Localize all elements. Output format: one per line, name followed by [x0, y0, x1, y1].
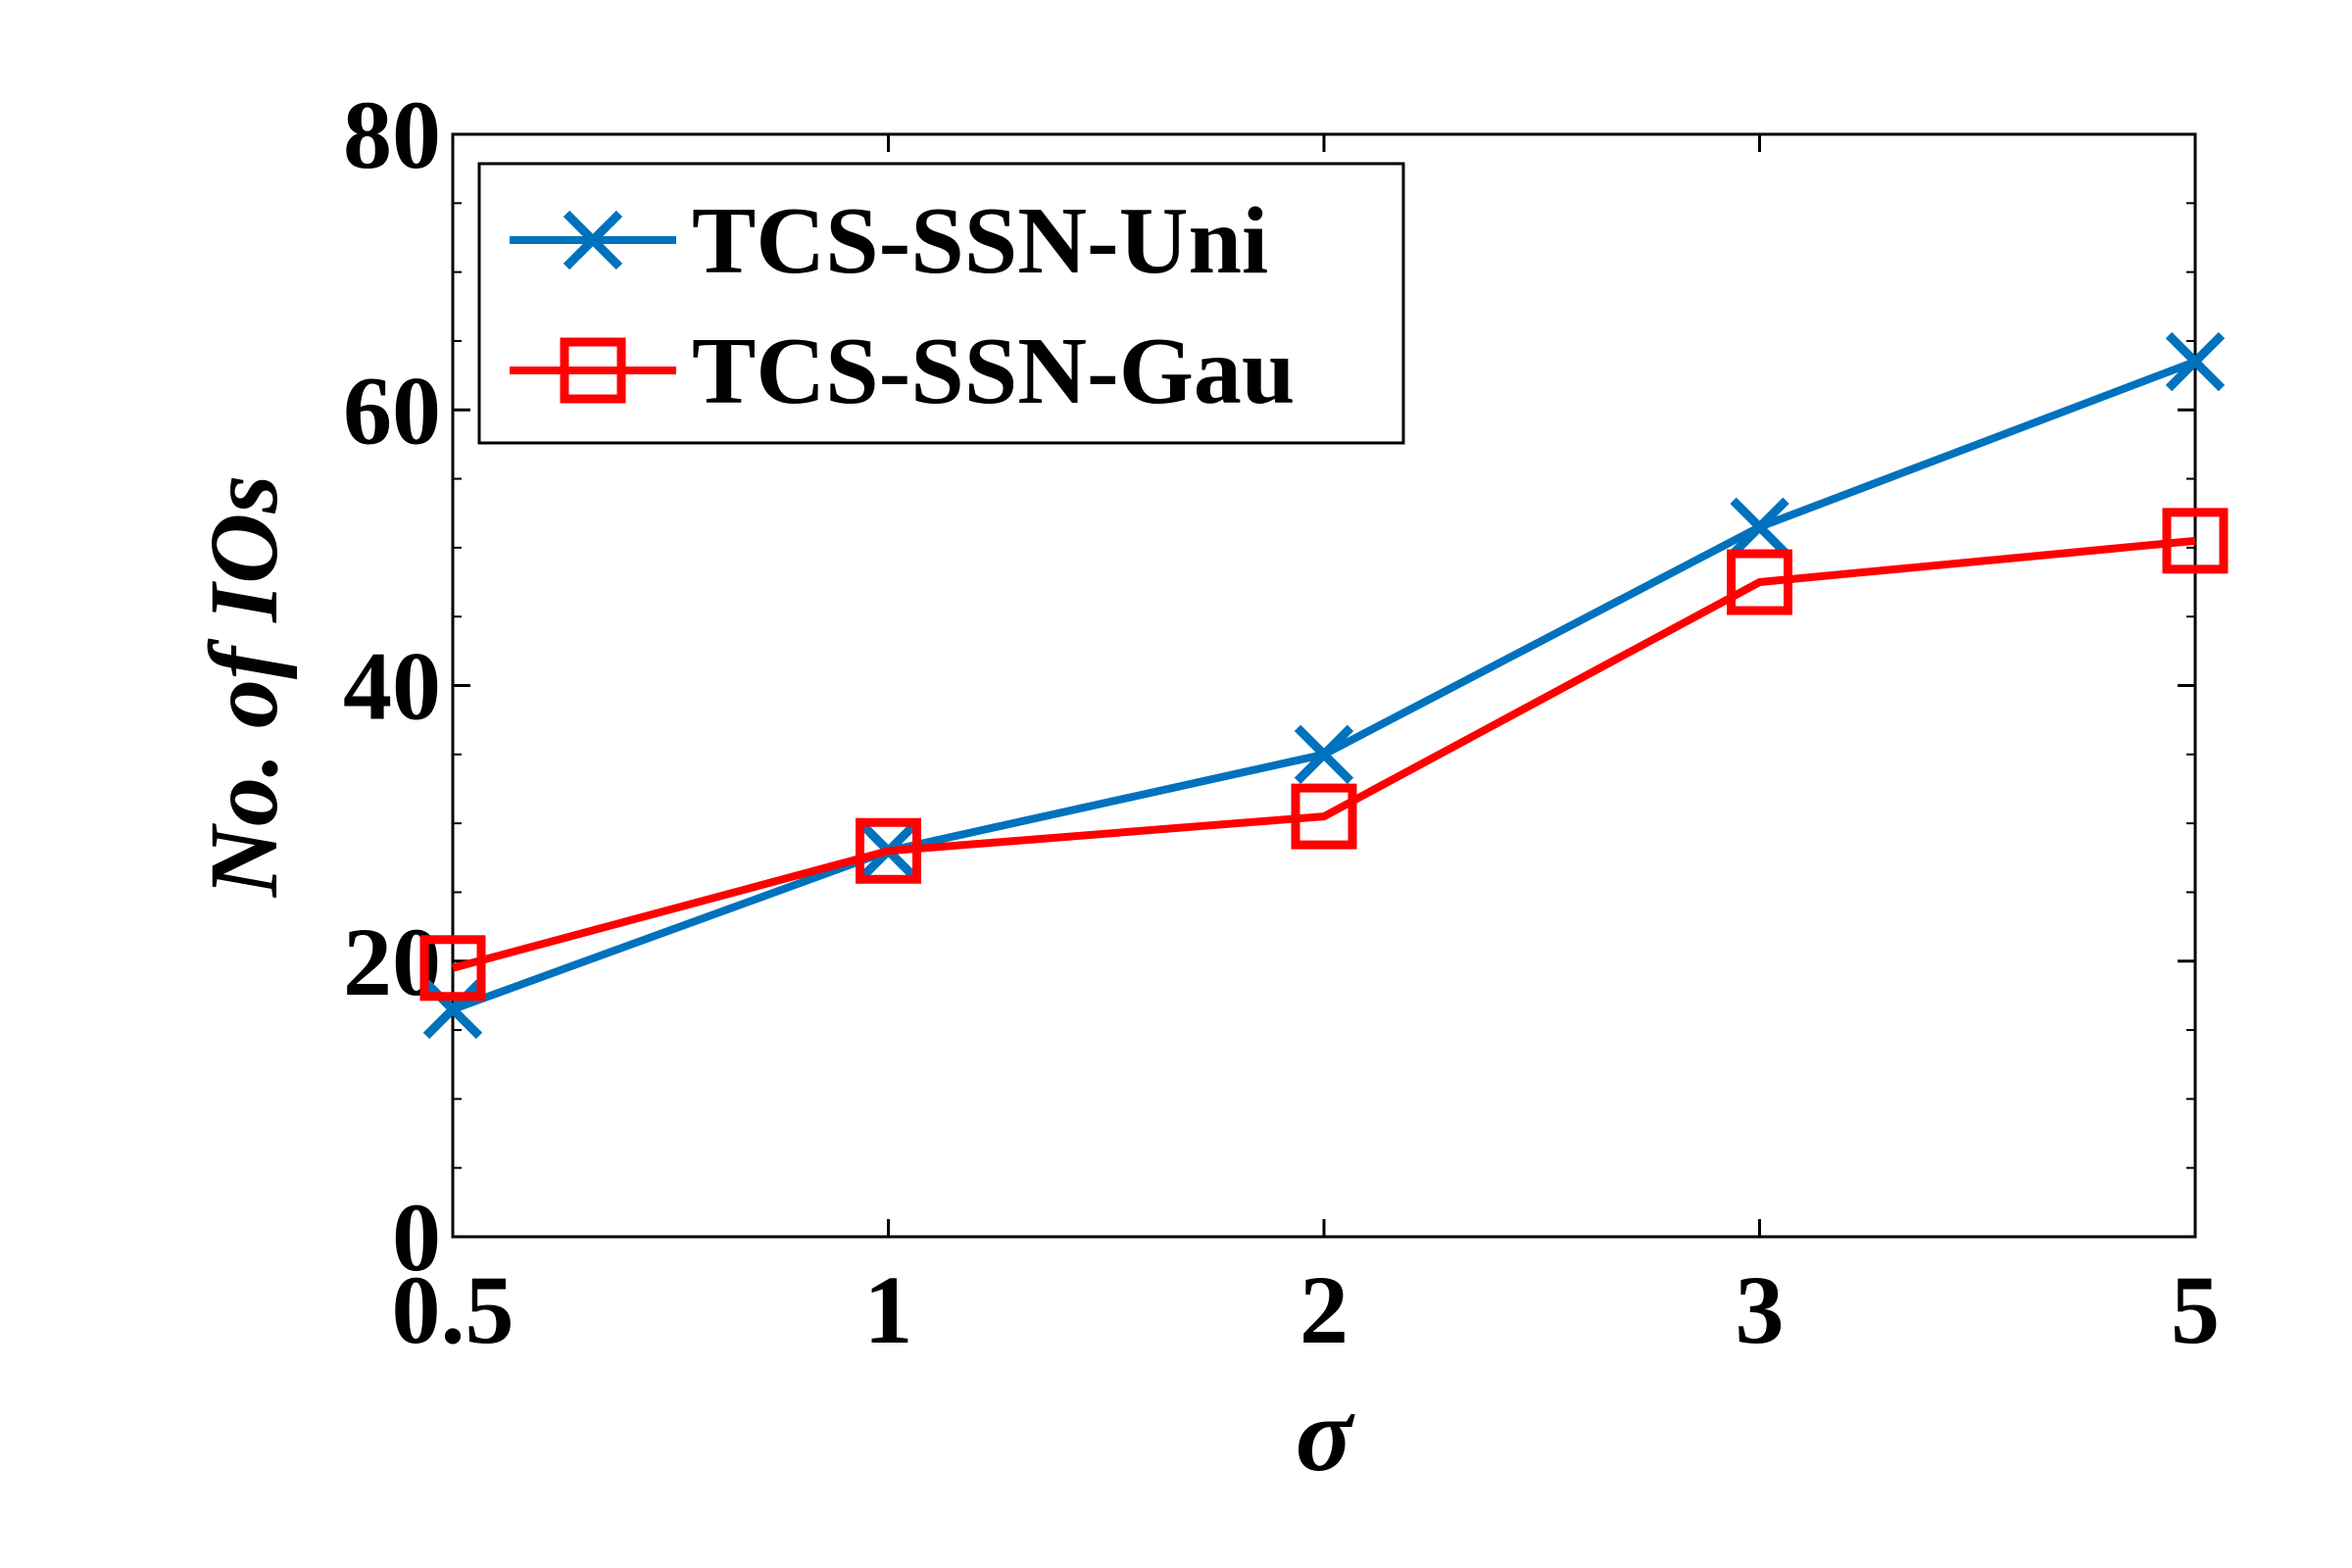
y-tick-label: 60: [343, 356, 441, 465]
legend-square-icon: [560, 337, 626, 404]
x-axis-title: σ: [1296, 1377, 1355, 1494]
x-tick-labels: 0.5 1 2 3 5: [392, 1255, 2221, 1364]
series-0: [422, 331, 2226, 1040]
legend-x-icon: [563, 210, 623, 270]
x-tick-label: 1: [864, 1255, 913, 1364]
data-point: [2162, 508, 2229, 574]
x-tick-label: 0.5: [392, 1255, 514, 1364]
legend-label: TCS-SSN-Uni: [692, 188, 1268, 294]
y-tick-label: 80: [343, 80, 441, 189]
y-tick-label: 40: [343, 632, 441, 741]
legend-box: [477, 162, 1405, 445]
data-point: [856, 817, 921, 884]
data-point: [1727, 549, 1792, 615]
data-point: [1730, 497, 1789, 557]
data-point: [1291, 783, 1357, 850]
x-icon-stroke: [563, 210, 623, 270]
legend-label: TCS-SSN-Gau: [692, 318, 1295, 424]
x-icon-stroke: [1294, 724, 1354, 784]
x-tick-label: 2: [1299, 1255, 1348, 1364]
legend: TCS-SSN-Uni TCS-SSN-Gau: [477, 162, 1405, 445]
legend-entry: TCS-SSN-Gau: [510, 318, 1295, 424]
y-axis-title: No. of IOs: [189, 475, 298, 899]
series-layer: [419, 331, 2229, 1040]
x-tick-label: 5: [2171, 1255, 2220, 1364]
y-tick-label: 0: [392, 1183, 441, 1292]
data-point: [1294, 724, 1354, 784]
x-icon-stroke: [422, 979, 483, 1040]
data-point: [422, 979, 483, 1040]
series-line: [451, 536, 2196, 972]
data-point: [2165, 331, 2226, 392]
x-tick-label: 3: [1736, 1255, 1785, 1364]
x-icon-stroke: [2165, 331, 2226, 392]
series-1: [419, 508, 2229, 1002]
x-icon-stroke: [1730, 497, 1789, 557]
data-point: [419, 935, 486, 1002]
legend-entry: TCS-SSN-Uni: [510, 188, 1268, 294]
